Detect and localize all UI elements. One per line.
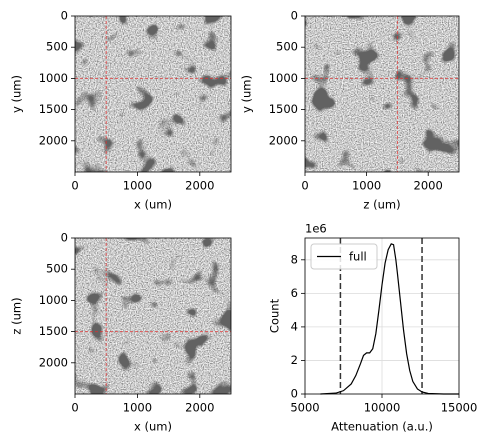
y-tick-label: 0 [61,231,68,245]
y-axis-label: y (um) [240,75,254,113]
y-tick-label: 8 [291,252,298,266]
x-tick-label: 0 [301,179,308,193]
x-tick-label: 2000 [414,179,443,193]
y-tick-label: 0 [61,9,68,23]
panel: full 5000 10000 15000 0 2 4 6 8 Attenuation (a.u.… [268,222,478,434]
y-axis-label: y (um) [10,75,24,113]
x-tick-label: 10000 [364,401,401,415]
y-tick-label: 2000 [39,133,68,147]
x-tick-label: 1000 [123,179,152,193]
x-tick-label: 1000 [123,401,152,415]
slice-image [75,16,231,172]
y-tick-label: 1500 [39,102,68,116]
axes-frame [74,237,232,395]
x-tick-label: 2000 [185,401,214,415]
y-tick-label: 6 [291,286,298,300]
legend-box [310,243,378,270]
slice-image [75,238,231,394]
y-tick-label: 1000 [269,71,298,85]
y-tick-label: 500 [46,40,68,54]
y-tick-label: 4 [291,319,298,333]
panel: 0 1000 2000 0 500 1000 1500 2000 x (um) z (um) [10,231,232,434]
panel: 0 1000 2000 0 500 1000 1500 2000 x (um) y (um) [10,9,232,212]
x-axis-label: x (um) [134,198,172,212]
x-tick-label: 15000 [441,401,478,415]
y-axis-label: z (um) [10,297,24,334]
panel: 0 1000 2000 0 500 1000 1500 2000 z (um) y (um) [240,9,460,212]
y-tick-label: 2 [291,353,298,367]
slice-image [305,16,459,172]
x-axis-label: x (um) [134,420,172,434]
x-tick-label: 5000 [290,401,319,415]
y-tick-label: 2000 [39,355,68,369]
y-tick-label: 0 [291,9,298,23]
x-tick-label: 2000 [185,179,214,193]
x-axis-label: z (um) [363,198,400,212]
y-tick-label: 2000 [269,133,298,147]
axes-frame [304,15,460,173]
y-tick-label: 1500 [269,102,298,116]
x-tick-label: 0 [71,401,78,415]
data-line [320,243,459,395]
y-tick-label: 500 [276,40,298,54]
y-tick-label: 500 [46,262,68,276]
x-tick-label: 0 [71,179,78,193]
x-axis-label: Attenuation (a.u.) [331,420,433,434]
y-tick-label: 1000 [39,71,68,85]
axes-frame [74,15,232,173]
y-axis-label: Count [268,298,282,333]
y-tick-label: 1000 [39,293,68,307]
y-tick-label: 0 [291,387,298,401]
y-offset-label: 1e6 [305,222,327,236]
legend-label: full [349,250,367,264]
y-tick-label: 1500 [39,324,68,338]
x-tick-label: 1000 [352,179,381,193]
